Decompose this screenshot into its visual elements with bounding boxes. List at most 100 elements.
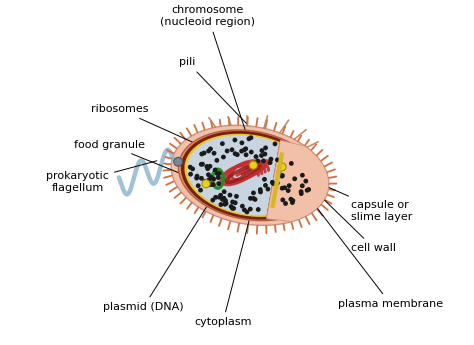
Circle shape [262,159,265,162]
Circle shape [191,167,194,170]
Circle shape [234,201,237,205]
Circle shape [280,175,284,178]
Circle shape [275,181,279,185]
Ellipse shape [182,132,318,218]
Circle shape [252,191,255,195]
Circle shape [224,202,228,205]
Circle shape [293,177,296,180]
Circle shape [304,179,308,183]
Circle shape [273,142,277,146]
Circle shape [243,148,246,151]
Circle shape [268,161,272,164]
Circle shape [301,184,304,187]
Text: capsule or
slime layer: capsule or slime layer [327,187,413,221]
Circle shape [222,197,226,200]
Circle shape [291,199,294,202]
Circle shape [207,149,210,153]
Circle shape [207,178,210,181]
Circle shape [281,174,284,177]
Circle shape [291,201,294,204]
Circle shape [272,182,275,185]
Circle shape [240,149,243,153]
Circle shape [222,190,226,193]
Text: plasmid (DNA): plasmid (DNA) [103,191,216,312]
Circle shape [208,165,212,168]
Circle shape [232,207,235,210]
Circle shape [219,194,222,197]
Circle shape [215,159,219,162]
Circle shape [231,207,234,210]
Circle shape [199,188,202,192]
Circle shape [174,157,182,166]
Circle shape [245,210,249,214]
Circle shape [197,184,200,187]
Circle shape [245,153,248,157]
Circle shape [219,203,223,206]
Circle shape [243,208,246,212]
Circle shape [263,178,266,181]
Circle shape [216,172,219,175]
Circle shape [256,208,260,211]
Circle shape [281,187,284,190]
Circle shape [217,176,220,179]
Circle shape [207,173,210,176]
Circle shape [247,137,251,140]
Circle shape [248,207,252,211]
Circle shape [231,200,234,204]
Circle shape [235,195,238,198]
Circle shape [263,152,266,156]
Circle shape [290,162,293,165]
Circle shape [266,187,270,191]
Ellipse shape [179,130,321,221]
Circle shape [211,198,215,202]
Circle shape [284,202,287,205]
Circle shape [226,149,229,152]
Circle shape [286,189,290,192]
Circle shape [203,180,207,183]
Circle shape [301,174,304,177]
Circle shape [255,155,258,158]
Circle shape [201,162,204,166]
Circle shape [195,175,199,178]
Circle shape [200,177,203,180]
Circle shape [218,196,221,199]
Circle shape [229,205,233,208]
Circle shape [252,197,255,200]
Circle shape [259,188,262,191]
Circle shape [254,198,257,201]
Circle shape [249,161,257,169]
Circle shape [200,162,203,166]
Circle shape [240,141,244,145]
Circle shape [221,198,224,201]
Circle shape [271,180,274,184]
Circle shape [241,205,244,208]
Text: food granule: food granule [74,140,203,183]
Circle shape [212,151,216,155]
Polygon shape [212,169,223,188]
Circle shape [218,172,221,175]
Circle shape [305,189,309,192]
Circle shape [189,166,192,169]
Polygon shape [268,146,313,215]
Circle shape [236,153,239,156]
Circle shape [249,136,253,139]
Circle shape [217,182,220,185]
Polygon shape [267,145,316,214]
Polygon shape [270,152,284,208]
Text: cell wall: cell wall [322,198,396,253]
Circle shape [195,176,198,180]
Circle shape [212,177,215,181]
Circle shape [189,172,192,176]
Circle shape [250,150,253,154]
Polygon shape [267,144,318,215]
Circle shape [209,176,212,179]
Circle shape [206,167,210,170]
Text: plasma membrane: plasma membrane [317,208,443,309]
Circle shape [300,192,303,195]
Circle shape [209,147,212,150]
Ellipse shape [184,134,316,217]
Circle shape [287,184,291,187]
Circle shape [223,203,227,206]
Circle shape [209,183,212,186]
Circle shape [249,197,252,200]
